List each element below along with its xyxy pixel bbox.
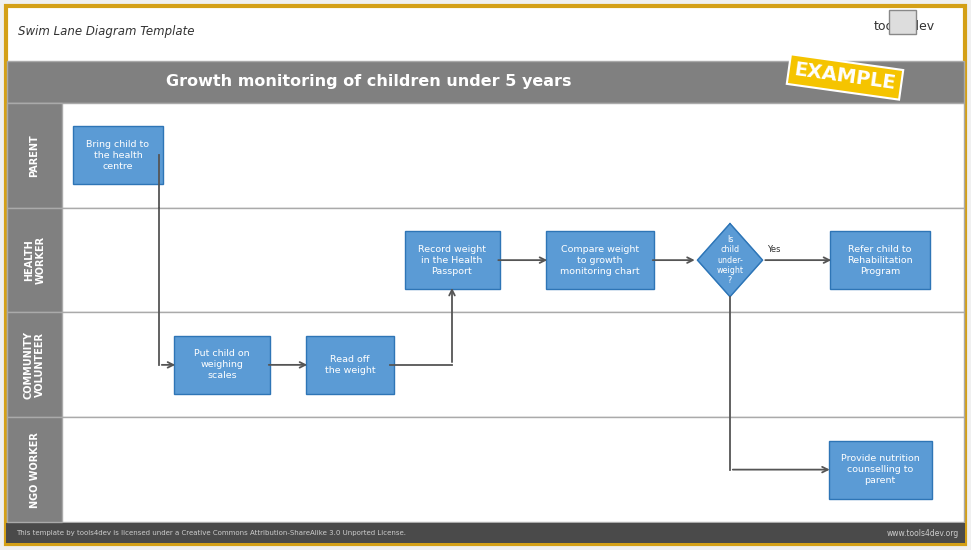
FancyBboxPatch shape (73, 126, 163, 184)
Text: Provide nutrition
counselling to
parent: Provide nutrition counselling to parent (841, 454, 920, 485)
FancyBboxPatch shape (405, 231, 499, 289)
FancyBboxPatch shape (546, 231, 654, 289)
Text: Refer child to
Rehabilitation
Program: Refer child to Rehabilitation Program (847, 245, 913, 276)
Text: Growth monitoring of children under 5 years: Growth monitoring of children under 5 ye… (166, 74, 572, 90)
Text: EXAMPLE: EXAMPLE (793, 60, 897, 94)
FancyBboxPatch shape (889, 10, 916, 34)
Text: PARENT: PARENT (29, 134, 40, 177)
Text: Put child on
weighing
scales: Put child on weighing scales (194, 349, 250, 381)
Text: tools4dev: tools4dev (874, 19, 935, 32)
Text: Bring child to
the health
centre: Bring child to the health centre (86, 140, 150, 171)
Text: NGO WORKER: NGO WORKER (29, 432, 40, 508)
FancyBboxPatch shape (830, 231, 930, 289)
FancyBboxPatch shape (7, 103, 964, 208)
FancyBboxPatch shape (306, 336, 394, 394)
Text: Yes: Yes (767, 245, 781, 254)
FancyBboxPatch shape (7, 103, 62, 208)
FancyBboxPatch shape (828, 441, 931, 499)
FancyBboxPatch shape (6, 6, 965, 544)
Polygon shape (697, 224, 762, 296)
Text: COMMUNITY
VOLUNTEER: COMMUNITY VOLUNTEER (23, 331, 46, 399)
Text: Is
child
under-
weight
?: Is child under- weight ? (717, 235, 744, 285)
Text: www.tools4dev.org: www.tools4dev.org (887, 529, 959, 537)
FancyBboxPatch shape (7, 312, 964, 417)
FancyBboxPatch shape (7, 208, 964, 312)
Text: Read off
the weight: Read off the weight (324, 355, 376, 375)
Text: Compare weight
to growth
monitoring chart: Compare weight to growth monitoring char… (560, 245, 640, 276)
Text: Swim Lane Diagram Template: Swim Lane Diagram Template (18, 25, 194, 37)
Text: Record weight
in the Health
Passport: Record weight in the Health Passport (418, 245, 486, 276)
FancyBboxPatch shape (7, 417, 62, 522)
FancyBboxPatch shape (174, 336, 270, 394)
FancyBboxPatch shape (7, 417, 964, 522)
Text: This template by tools4dev is licensed under a Creative Commons Attribution-Shar: This template by tools4dev is licensed u… (16, 530, 406, 536)
FancyBboxPatch shape (7, 312, 62, 417)
FancyBboxPatch shape (7, 208, 62, 312)
Text: HEALTH
WORKER: HEALTH WORKER (23, 236, 46, 284)
FancyBboxPatch shape (6, 523, 965, 543)
FancyBboxPatch shape (7, 61, 964, 103)
